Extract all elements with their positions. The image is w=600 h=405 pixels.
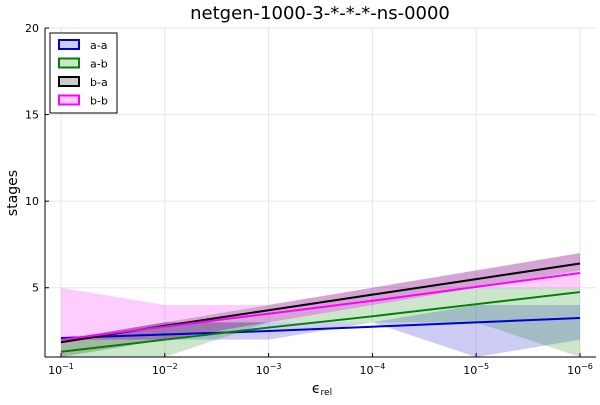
legend-swatch-a-b [58, 57, 80, 69]
ribbons [61, 253, 580, 357]
ribbon-b-a [61, 253, 580, 357]
x-tick-label-2: 10−3 [256, 362, 282, 377]
x-tick-label-1: 10−2 [152, 362, 178, 377]
legend-label-b-a: b-a [90, 76, 108, 89]
y-tick-label-0: 5 [32, 282, 39, 295]
series-lines [60, 262, 581, 353]
legend-label-a-b: a-b [90, 58, 108, 71]
y-tick-label-3: 20 [25, 22, 39, 35]
series-line-b-b [60, 272, 581, 341]
x-tick-label-3: 10−4 [360, 362, 386, 377]
y-tick-label-1: 10 [25, 195, 39, 208]
legend-box [49, 32, 118, 114]
legend-swatch-b-a [58, 76, 80, 87]
legend-swatch-b-b [58, 94, 80, 106]
x-axis-label: ϵrel [312, 381, 332, 398]
series-line-a-a [60, 317, 581, 339]
legend-swatch-a-a [58, 39, 80, 50]
legend-label-a-a: a-a [90, 39, 107, 52]
x-tick-label-0: 10−1 [48, 362, 74, 377]
ribbon-b-b [61, 253, 580, 340]
x-axis-label-sub: rel [321, 388, 333, 398]
series-line-a-b [60, 291, 581, 353]
x-axis-label-main: ϵ [312, 381, 321, 397]
chart-title: netgen-1000-3-*-*-*-ns-0000 [190, 3, 450, 24]
axes: 10−1 10−2 10−3 10−4 10−5 10−6 5 10 15 20 [25, 22, 596, 377]
x-tick-label-4: 10−5 [463, 362, 489, 377]
legend: a-a a-b b-a b-b [49, 32, 118, 114]
ribbon-a-a [61, 305, 580, 357]
x-tick-label-5: 10−6 [567, 362, 593, 377]
y-axis-label: stages [5, 170, 21, 216]
legend-label-b-b: b-b [90, 95, 108, 108]
y-tick-label-2: 15 [25, 109, 39, 122]
grid [45, 27, 596, 357]
